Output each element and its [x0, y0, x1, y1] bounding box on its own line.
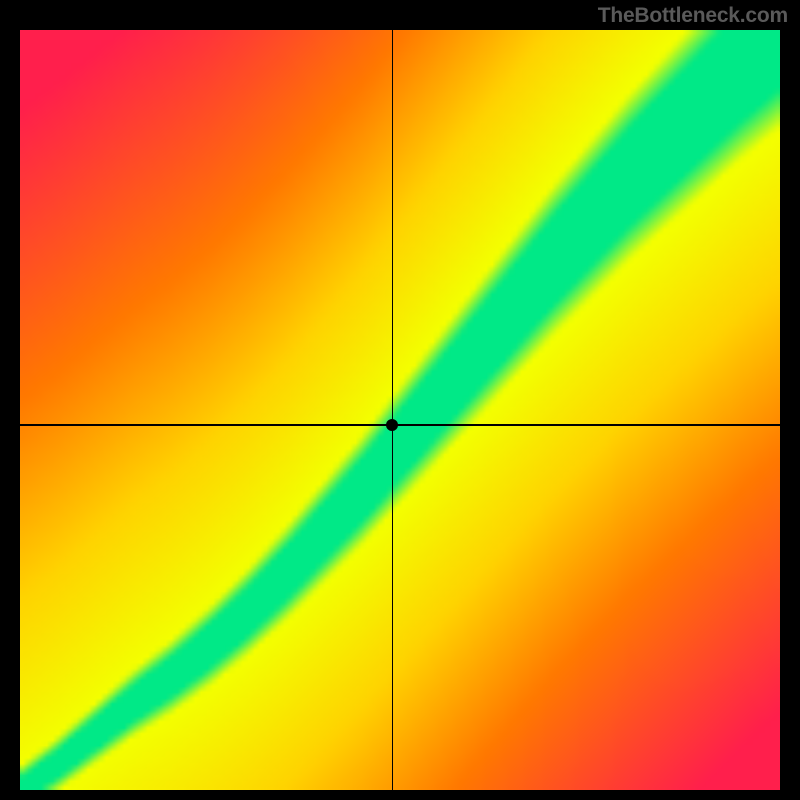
crosshair-marker	[386, 419, 398, 431]
crosshair-vertical	[392, 30, 394, 790]
plot-area	[20, 30, 780, 790]
heatmap-canvas	[20, 30, 780, 790]
chart-container: TheBottleneck.com	[0, 0, 800, 800]
watermark-text: TheBottleneck.com	[598, 4, 788, 28]
crosshair-horizontal	[20, 424, 780, 426]
